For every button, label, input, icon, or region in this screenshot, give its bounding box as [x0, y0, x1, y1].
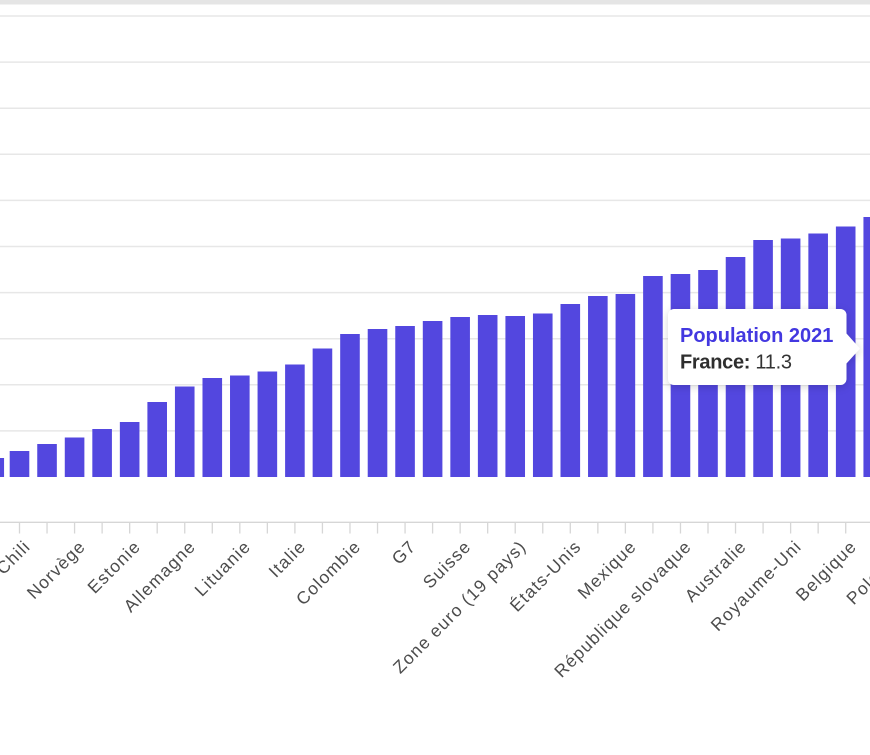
svg-text:G7: G7	[388, 536, 420, 568]
svg-text:Chili: Chili	[0, 536, 34, 578]
svg-text:France: 11.3: France: 11.3	[680, 352, 792, 374]
svg-text:Population 2021: Population 2021	[680, 325, 833, 347]
svg-text:Italie: Italie	[265, 536, 310, 581]
svg-text:Lituanie: Lituanie	[191, 536, 255, 600]
svg-text:Norvège: Norvège	[23, 536, 90, 603]
svg-text:Suisse: Suisse	[419, 536, 475, 592]
